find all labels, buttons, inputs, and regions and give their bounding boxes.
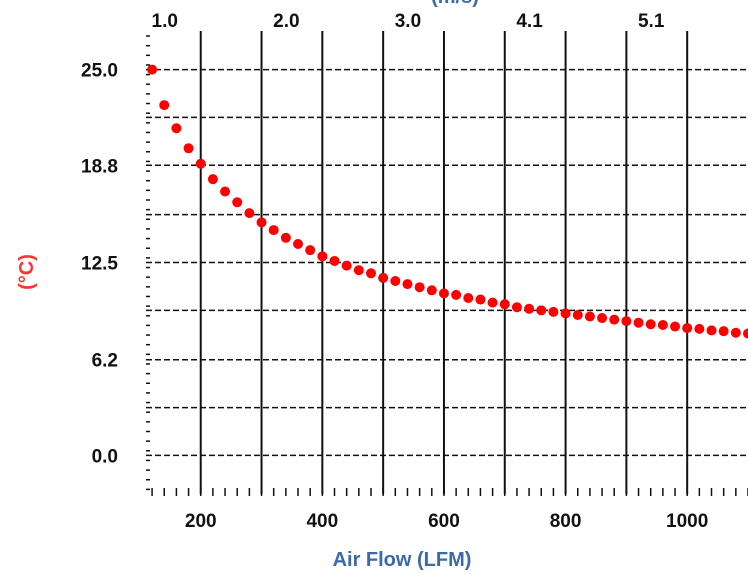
horizontal-gridlines	[146, 68, 748, 457]
data-point	[609, 314, 620, 325]
y-axis-title: (°C)	[16, 254, 38, 290]
data-point	[147, 64, 158, 75]
data-point	[365, 268, 376, 279]
data-point	[195, 158, 206, 169]
data-point	[244, 208, 255, 219]
data-point	[329, 255, 340, 266]
x-tick-label: 600	[428, 511, 460, 532]
data-point	[378, 272, 389, 283]
top-x-axis-title: (m/s)	[431, 0, 479, 8]
data-point	[341, 260, 352, 271]
data-points	[147, 64, 748, 339]
data-point	[511, 302, 522, 313]
top-x-tick-label: 3.0	[395, 11, 421, 32]
data-point	[706, 325, 717, 336]
data-point	[159, 100, 170, 111]
x-axis-title: Air Flow (LFM)	[333, 549, 472, 571]
x-tick-label: 1000	[666, 511, 708, 532]
data-point	[597, 313, 608, 324]
data-point	[730, 327, 741, 338]
data-point	[207, 174, 218, 185]
data-point	[718, 326, 729, 337]
data-point	[487, 297, 498, 308]
y-tick-label: 25.0	[81, 61, 118, 82]
x-tick-labels: 200 400 600 800 1000	[185, 511, 708, 532]
data-point	[183, 143, 194, 154]
data-point	[670, 321, 681, 332]
data-point	[268, 225, 279, 236]
y-tick-label: 18.8	[81, 156, 118, 177]
data-point	[390, 276, 401, 287]
x-tick-label: 400	[306, 511, 338, 532]
data-point	[171, 123, 182, 134]
y-tick-label: 6.2	[92, 351, 118, 372]
data-point	[451, 289, 462, 300]
data-point	[426, 285, 437, 296]
data-point	[657, 320, 668, 331]
data-point	[220, 186, 231, 197]
data-point	[584, 311, 595, 322]
axis-minor-ticks	[146, 35, 748, 496]
data-point	[402, 279, 413, 290]
data-point	[232, 197, 243, 208]
data-point	[499, 299, 510, 310]
data-point	[548, 306, 559, 317]
x-tick-label: 800	[550, 511, 582, 532]
data-point	[280, 232, 291, 243]
data-point	[524, 303, 535, 314]
data-point	[317, 251, 328, 262]
data-point	[645, 319, 656, 330]
data-point	[414, 282, 425, 293]
data-point	[743, 328, 748, 339]
data-point	[256, 217, 267, 228]
data-point	[463, 292, 474, 303]
data-point	[621, 316, 632, 327]
data-point	[572, 309, 583, 320]
data-point	[475, 294, 486, 305]
top-x-tick-label: 4.1	[516, 11, 543, 32]
y-tick-labels: 0.0 6.2 12.5 18.8 25.0	[81, 61, 118, 468]
data-point	[353, 265, 364, 276]
y-tick-label: 0.0	[92, 446, 118, 467]
x-tick-label: 200	[185, 511, 217, 532]
data-point	[438, 288, 449, 299]
data-point	[682, 323, 693, 334]
data-point	[305, 245, 316, 256]
top-x-tick-label: 5.1	[638, 11, 665, 32]
data-point	[560, 308, 571, 319]
data-point	[536, 305, 547, 316]
data-point	[694, 323, 705, 334]
data-point	[633, 317, 644, 328]
top-x-tick-labels: 1.0 2.0 3.0 4.1 5.1	[152, 11, 665, 32]
top-x-tick-label: 1.0	[152, 11, 178, 32]
data-point	[293, 238, 304, 249]
y-tick-label: 12.5	[81, 254, 118, 275]
top-x-tick-label: 2.0	[273, 11, 299, 32]
